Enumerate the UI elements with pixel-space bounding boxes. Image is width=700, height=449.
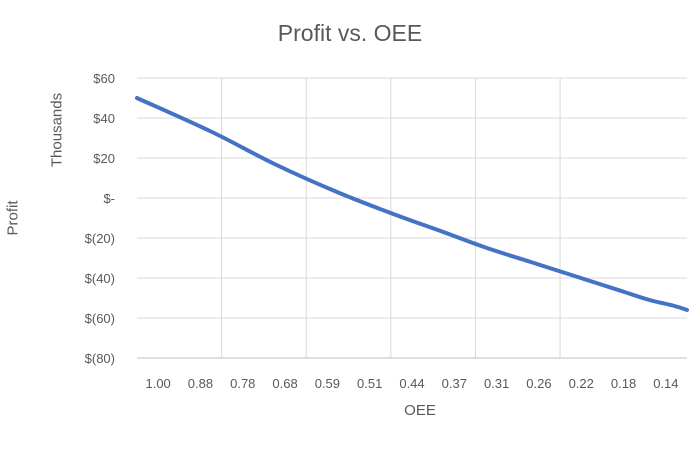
x-tick-label: 1.00 [145, 376, 170, 391]
x-tick-label: 0.88 [188, 376, 213, 391]
y-tick-label: $(60) [85, 311, 115, 326]
x-tick-label: 0.18 [611, 376, 636, 391]
series-line [135, 96, 689, 312]
y-tick-label: $(20) [85, 231, 115, 246]
y-tick-label: $60 [93, 71, 115, 86]
x-tick-label: 0.22 [569, 376, 594, 391]
x-tick-label: 0.31 [484, 376, 509, 391]
y-tick-label: $(80) [85, 351, 115, 366]
x-tick-label: 0.26 [526, 376, 551, 391]
y-tick-label: $20 [93, 151, 115, 166]
y-tick-label: $(40) [85, 271, 115, 286]
x-tick-label: 0.68 [272, 376, 297, 391]
x-tick-label: 0.44 [399, 376, 424, 391]
x-tick-label: 0.78 [230, 376, 255, 391]
chart-title: Profit vs. OEE [277, 20, 423, 46]
y-tick-label: $- [103, 191, 115, 206]
x-tick-label: 0.59 [315, 376, 340, 391]
x-tick-label: 0.51 [357, 376, 382, 391]
x-axis-title: OEE [404, 402, 436, 419]
x-tick-label: 0.14 [653, 376, 678, 391]
x-tick-label: 0.37 [442, 376, 467, 391]
y-tick-label: $40 [93, 111, 115, 126]
